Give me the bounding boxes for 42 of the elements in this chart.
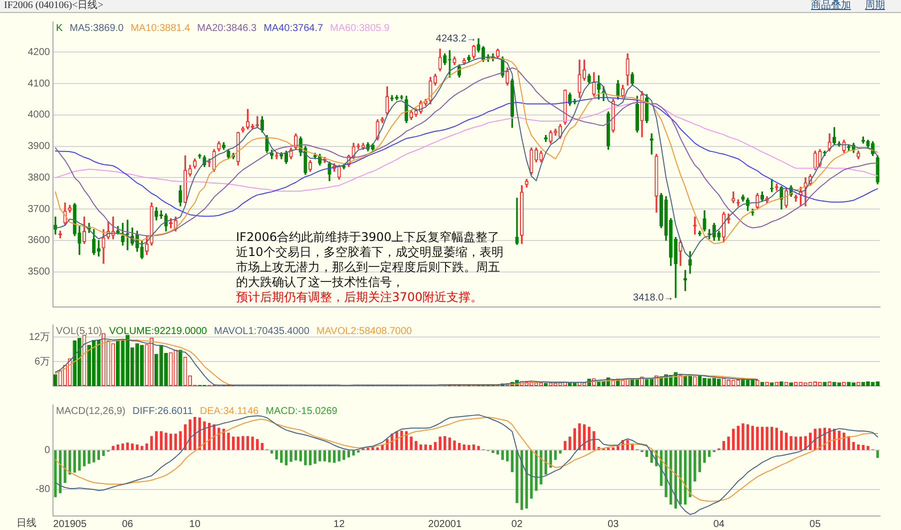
chart-title: MACD(12,26,9) xyxy=(56,406,126,417)
text: MA10:3881.4 xyxy=(130,22,191,34)
text: 3418.0→ xyxy=(633,292,674,304)
x-tick-label: 04 xyxy=(713,518,725,530)
series-label: DIFF:26.6011 xyxy=(132,406,194,417)
x-axis-title: 日线 xyxy=(16,516,36,529)
y-tick-label: 6万 xyxy=(34,356,50,368)
text: K xyxy=(56,22,63,34)
text: 周期 xyxy=(865,0,885,12)
series-label: VOLUME:92219.0000 xyxy=(109,326,208,337)
x-tick-label: 03 xyxy=(608,518,620,530)
x-tick-label: 10 xyxy=(189,518,201,530)
x-tick-label: 06 xyxy=(122,518,134,530)
text: MA20:3846.3 xyxy=(197,22,258,34)
y-tick-label: 3500 xyxy=(28,266,50,278)
text: MA5:3869.0 xyxy=(70,22,124,34)
y-tick-label: -80 xyxy=(36,484,50,496)
y-tick-label: 0 xyxy=(44,444,50,456)
x-tick-label: 201905 xyxy=(53,518,87,530)
x-tick-label: 12 xyxy=(334,518,346,530)
y-tick-label: 3700 xyxy=(28,204,50,215)
text: MAVOL1:70435.4000 xyxy=(214,326,310,337)
y-tick-label: 3900 xyxy=(28,141,50,152)
chart-title: VOL(5,10) xyxy=(56,326,102,337)
text: 4243.2→ xyxy=(436,33,477,44)
y-tick-label: 12万 xyxy=(28,332,50,343)
text: MA60:3805.9 xyxy=(330,22,390,34)
y-tick-label: 4100 xyxy=(28,78,50,90)
annotation: 预计后期仍有调整，后期关注3700附近支撑。 xyxy=(236,290,484,305)
series-label: DEA:34.1146 xyxy=(200,406,260,417)
text: MA40:3764.7 xyxy=(264,22,324,34)
x-tick-label: 202001 xyxy=(428,518,462,530)
text: MAVOL2:58408.7000 xyxy=(316,326,412,337)
y-tick-label: 3800 xyxy=(28,172,50,184)
x-tick-label: 02 xyxy=(511,518,523,530)
y-tick-label: 3600 xyxy=(28,235,50,246)
x-tick-label: 05 xyxy=(810,518,822,530)
chart-title: IF2006 (040106)<日线> xyxy=(4,0,104,12)
text: MACD:-15.0269 xyxy=(266,406,338,417)
annotation: IF2006合约此前维持于3900上下反复窄幅盘整了近10个交易日，多空胶着下，成交明显萎缩，表明市场上攻无潜力，那么到一定程度后则下跌。周五的大跌确认了这一技术性信号， xyxy=(236,230,504,290)
y-tick-label: 4000 xyxy=(28,110,50,121)
y-tick-label: 4200 xyxy=(28,46,50,58)
